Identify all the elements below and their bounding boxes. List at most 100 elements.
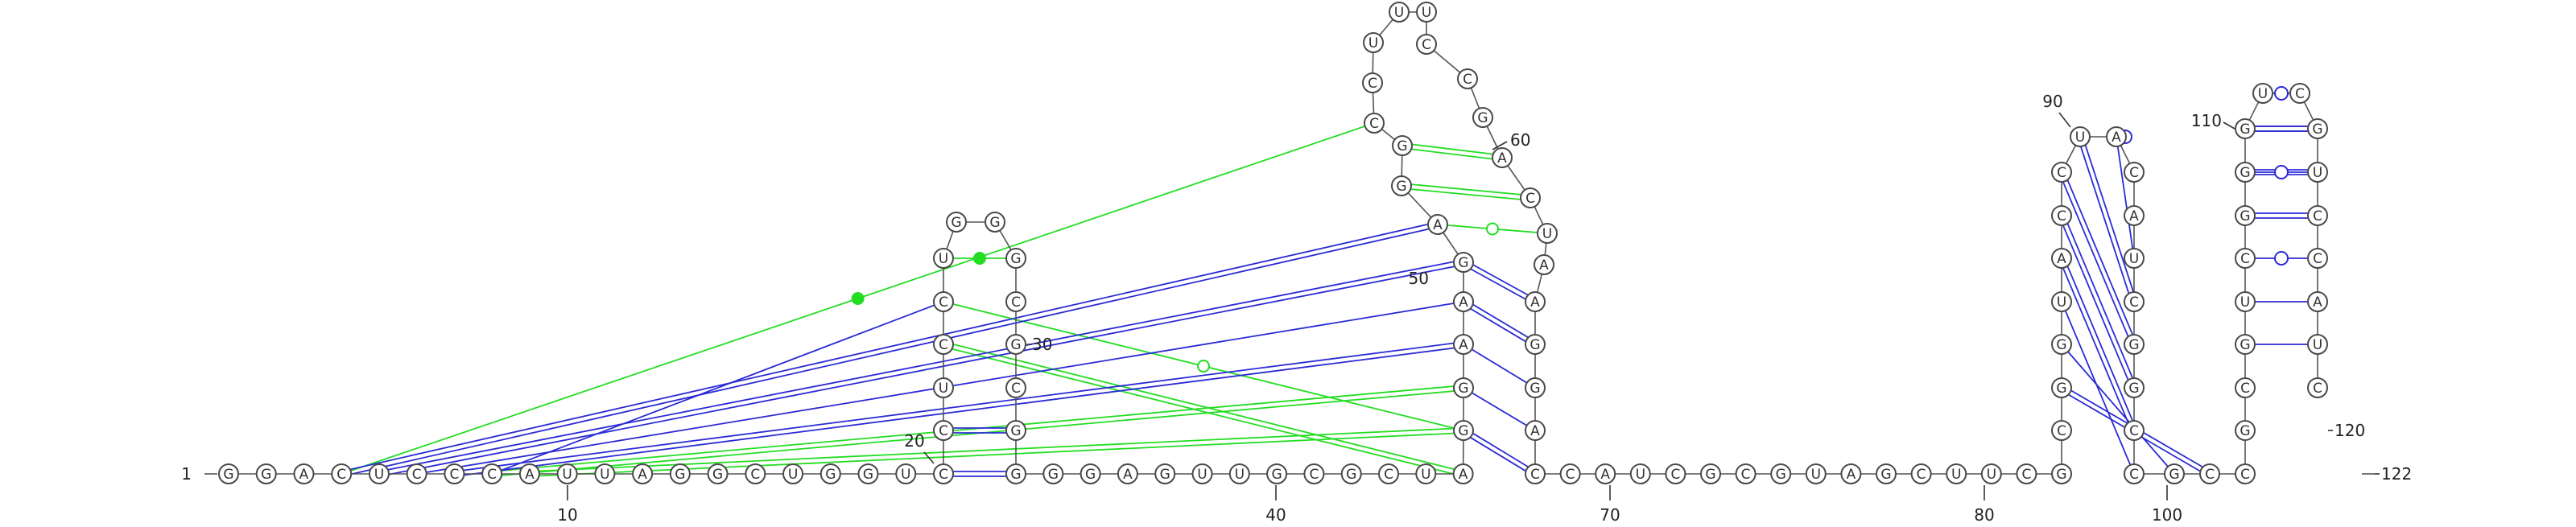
nucleotide-u: U	[2124, 248, 2145, 269]
nucleotide-letter: G	[863, 467, 873, 483]
nucleotide-circle	[1364, 113, 1385, 134]
nucleotide-circle	[1910, 463, 1932, 484]
nucleotide-g: G	[1876, 463, 1897, 484]
nucleotide-circle	[2307, 248, 2328, 269]
nucleotide-circle	[1389, 2, 1410, 23]
nucleotide-letter: U	[1235, 467, 1245, 483]
nucleotide-letter: G	[951, 215, 961, 231]
nucleotide-c: C	[2124, 291, 2145, 312]
nucleotide-letter: U	[2313, 165, 2322, 181]
position-label: 100	[2152, 505, 2182, 525]
nucleotide-circle	[1453, 420, 1474, 441]
nucleotide-circle	[2051, 248, 2072, 269]
nucleotide-g: G	[1080, 463, 1101, 484]
nucleotide-circle	[2235, 463, 2256, 484]
nucleotide-g: G	[2051, 377, 2072, 398]
nucleotide-c: C	[2235, 248, 2256, 269]
nucleotide-c: C	[2051, 205, 2072, 226]
base-pair-line	[1402, 142, 1503, 156]
noncanonical-pair-markers	[851, 86, 2289, 373]
nucleotide-a: A	[2307, 291, 2328, 312]
base-pair-line	[2058, 172, 2133, 346]
base-pair-line	[1401, 187, 1530, 201]
nucleotide-circle	[1559, 463, 1581, 484]
nucleotide-letter: A	[1530, 423, 1540, 439]
nucleotide-g: G	[819, 463, 841, 484]
nucleotide-letter: C	[2129, 165, 2139, 181]
nucleotide-c: C	[2235, 463, 2256, 484]
nucleotide-circle	[2307, 162, 2328, 183]
nucleotide-c: C	[2199, 463, 2220, 484]
nucleotide-letter: A	[2112, 130, 2121, 146]
nucleotide-g: G	[1266, 463, 1288, 484]
nucleotide-letter: G	[2240, 165, 2250, 181]
position-label: 50	[1409, 269, 1429, 288]
base-pair-line	[2077, 137, 2133, 303]
nucleotide-circle	[2124, 205, 2145, 226]
nucleotide-circle	[2307, 205, 2328, 226]
backbone	[204, 11, 2375, 475]
nucleotide-circle	[331, 463, 353, 484]
nucleotide-circle	[293, 463, 315, 484]
nucleotide-letter: A	[1497, 150, 1507, 167]
nucleotide-letter: G	[1458, 255, 1468, 271]
nucleotide-circle	[1492, 147, 1513, 168]
nucleotide-u: U	[933, 377, 954, 398]
nucleotide-letter: U	[788, 467, 798, 483]
nucleotide-g: G	[1391, 175, 1412, 196]
nucleotide-c: C	[1005, 377, 1026, 398]
position-label: 10	[557, 505, 577, 525]
nucleotide-g: G	[1005, 463, 1026, 484]
base-pair-line	[491, 301, 944, 475]
nucleotide-letter: G	[1396, 179, 1406, 195]
nucleotide-c: C	[1735, 463, 1757, 484]
nucleotide-g: G	[2124, 334, 2145, 355]
nucleotide-circle	[2252, 83, 2273, 104]
nucleotide-g: G	[1453, 420, 1474, 441]
nucleotide-circle	[1154, 463, 1176, 484]
nucleotide-circle	[1392, 135, 1413, 156]
nucleotide-c: C	[933, 420, 954, 441]
nucleotide-circle	[2106, 126, 2127, 147]
nucleotide-u: U	[2070, 126, 2091, 147]
nucleotide-circle	[2051, 205, 2072, 226]
position-label: 120	[2334, 421, 2365, 440]
canonical-pair-links	[341, 93, 2318, 477]
nucleotide-letter: G	[223, 467, 233, 483]
nucleotide-letter: A	[1459, 467, 1468, 483]
nucleotide-c: C	[1303, 463, 1325, 484]
nucleotide-letter: G	[1530, 337, 1540, 353]
nucleotide-u: U	[2307, 162, 2328, 183]
nucleotide-letter: A	[525, 467, 535, 483]
nucleotide-g: G	[1472, 107, 1493, 128]
nucleotide-circle	[1266, 463, 1288, 484]
nucleotide-letter: U	[939, 251, 948, 267]
nucleotide-letter: A	[1459, 294, 1468, 311]
nucleotide-letter: C	[2057, 423, 2066, 439]
nucleotide-c: C	[2124, 162, 2145, 183]
nucleotide-letter: C	[939, 423, 948, 439]
nucleotide-g: G	[255, 463, 277, 484]
nucleotide-circle	[2124, 334, 2145, 355]
nucleotide-letter: C	[1011, 381, 1021, 397]
nucleotide-a: A	[1525, 420, 1546, 441]
nucleotide-circle	[857, 463, 879, 484]
nucleotide-letter: C	[2129, 423, 2139, 439]
nucleotide-c: C	[1520, 187, 1541, 208]
nucleotide-u: U	[895, 463, 917, 484]
nucleotide-letter: G	[2128, 381, 2139, 397]
base-pair-line	[341, 221, 1438, 472]
nucleotide-g: G	[985, 212, 1005, 233]
base-pair-line	[453, 341, 1463, 472]
nucleotide-circle	[2016, 463, 2037, 484]
nucleotide-circle	[1525, 377, 1546, 398]
nucleotide-a: A	[1534, 254, 1554, 275]
nucleotide-circle	[1005, 420, 1026, 441]
nucleotide-u: U	[594, 463, 616, 484]
nucleotide-letter: G	[2056, 381, 2066, 397]
nucleotide-g: G	[2235, 334, 2256, 355]
base-pair-line	[943, 341, 1464, 472]
nucleotide-letter: C	[1566, 467, 1575, 483]
nucleotide-letter: U	[1542, 226, 1552, 242]
